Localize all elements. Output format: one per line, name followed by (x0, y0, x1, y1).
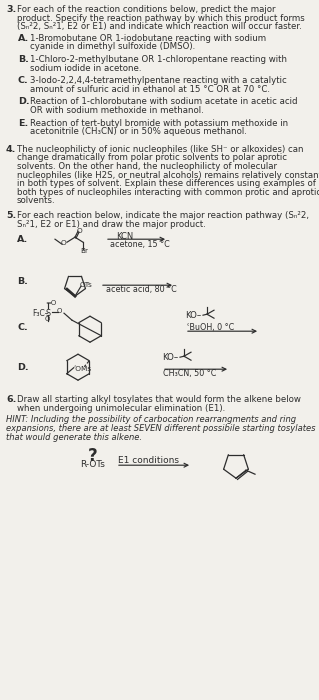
Text: A.: A. (17, 235, 28, 244)
Text: ?: ? (88, 447, 98, 466)
Text: The nucleophilicty of ionic nucleophiles (like SH⁻ or alkoxides) can: The nucleophilicty of ionic nucleophiles… (17, 145, 303, 154)
Text: Reaction of tert-butyl bromide with potassium methoxide in: Reaction of tert-butyl bromide with pota… (30, 118, 288, 127)
Text: that would generate this alkene.: that would generate this alkene. (6, 433, 142, 442)
Text: For each reaction below, indicate the major reaction pathway (Sₙ²2,: For each reaction below, indicate the ma… (17, 211, 309, 220)
Text: KO–: KO– (162, 354, 178, 362)
Text: nucleophiles (like H2S, or neutral alcohols) remains relatively constant: nucleophiles (like H2S, or neutral alcoh… (17, 171, 319, 180)
Text: 1-Chloro-2-methylbutane OR 1-chloropentane reacting with: 1-Chloro-2-methylbutane OR 1-chloropenta… (30, 55, 287, 64)
Text: Sₙ²1, E2 or E1) and draw the major product.: Sₙ²1, E2 or E1) and draw the major produ… (17, 220, 206, 229)
Text: (Sₙ²2, Sₙ²1, E2 or E1) and indicate which reaction will occur faster.: (Sₙ²2, Sₙ²1, E2 or E1) and indicate whic… (17, 22, 302, 32)
Text: Draw all starting alkyl tosylates that would form the alkene below: Draw all starting alkyl tosylates that w… (17, 395, 301, 404)
Text: O: O (61, 240, 67, 246)
Text: 3-Iodo-2,2,4,4-tetramethylpentane reacting with a catalytic: 3-Iodo-2,2,4,4-tetramethylpentane reacti… (30, 76, 287, 85)
Text: 3.: 3. (6, 5, 16, 14)
Text: cyanide in dimethyl sulfoxide (DMSO).: cyanide in dimethyl sulfoxide (DMSO). (30, 43, 195, 51)
Text: O: O (45, 316, 50, 322)
Text: ʿBuOH, 0 °C: ʿBuOH, 0 °C (187, 323, 234, 332)
Text: C.: C. (18, 76, 29, 85)
Text: O: O (77, 228, 83, 235)
Text: KO–: KO– (185, 312, 201, 320)
Text: change dramatically from polar protic solvents to polar aprotic: change dramatically from polar protic so… (17, 153, 287, 162)
Text: A.: A. (18, 34, 29, 43)
Text: D.: D. (17, 363, 29, 372)
Text: solvents.: solvents. (17, 197, 56, 205)
Text: OR with sodium methoxide in methanol.: OR with sodium methoxide in methanol. (30, 106, 204, 115)
Text: sodium iodide in acetone.: sodium iodide in acetone. (30, 64, 142, 73)
Text: 6.: 6. (6, 395, 16, 404)
Text: in both types of solvent. Explain these differences using examples of: in both types of solvent. Explain these … (17, 179, 316, 188)
Text: B.: B. (17, 277, 28, 286)
Text: expansions, there are at least SEVEN different possibile starting tosylates: expansions, there are at least SEVEN dif… (6, 424, 315, 433)
Text: Br: Br (80, 248, 88, 254)
Text: 1-Bromobutane OR 1-iodobutane reacting with sodium: 1-Bromobutane OR 1-iodobutane reacting w… (30, 34, 266, 43)
Text: solvents. On the other hand, the nucleophilicty of molecular: solvents. On the other hand, the nucleop… (17, 162, 277, 171)
Text: E1 conditions: E1 conditions (118, 456, 179, 466)
Text: =O: =O (45, 300, 56, 306)
Text: O: O (57, 308, 63, 314)
Text: acetone, 15 °C: acetone, 15 °C (110, 240, 170, 249)
Text: C.: C. (17, 323, 28, 332)
Text: KCN: KCN (116, 232, 133, 241)
Text: 4.: 4. (6, 145, 16, 154)
Text: both types of nucleophiles interacting with common protic and aprotic: both types of nucleophiles interacting w… (17, 188, 319, 197)
Text: R-OTs: R-OTs (80, 460, 105, 469)
Text: OTs: OTs (80, 282, 93, 288)
Text: F₃C–: F₃C– (32, 309, 48, 318)
Text: D.: D. (18, 97, 30, 106)
Text: product. Specify the reaction pathway by which this product forms: product. Specify the reaction pathway by… (17, 13, 305, 22)
Text: E.: E. (18, 118, 28, 127)
Text: acetic acid, 80 °C: acetic acid, 80 °C (106, 285, 177, 294)
Text: HINT: Including the possibility of carbocation rearrangments and ring: HINT: Including the possibility of carbo… (6, 415, 296, 424)
Text: B.: B. (18, 55, 29, 64)
Text: amount of sulfuric acid in ethanol at 15 °C OR at 70 °C.: amount of sulfuric acid in ethanol at 15… (30, 85, 270, 94)
Text: when undergoing unimolecular elimination (E1).: when undergoing unimolecular elimination… (17, 404, 225, 413)
Text: For each of the reaction conditions below, predict the major: For each of the reaction conditions belo… (17, 5, 276, 14)
Text: S: S (46, 309, 51, 318)
Text: ʼOMs: ʼOMs (73, 365, 91, 372)
Text: Reaction of 1-chlorobutane with sodium acetate in acetic acid: Reaction of 1-chlorobutane with sodium a… (30, 97, 298, 106)
Text: 5.: 5. (6, 211, 16, 220)
Text: acetonitrile (CH₃CN) or in 50% aqueous methanol.: acetonitrile (CH₃CN) or in 50% aqueous m… (30, 127, 247, 136)
Text: CH₃CN, 50 °C: CH₃CN, 50 °C (163, 369, 216, 378)
